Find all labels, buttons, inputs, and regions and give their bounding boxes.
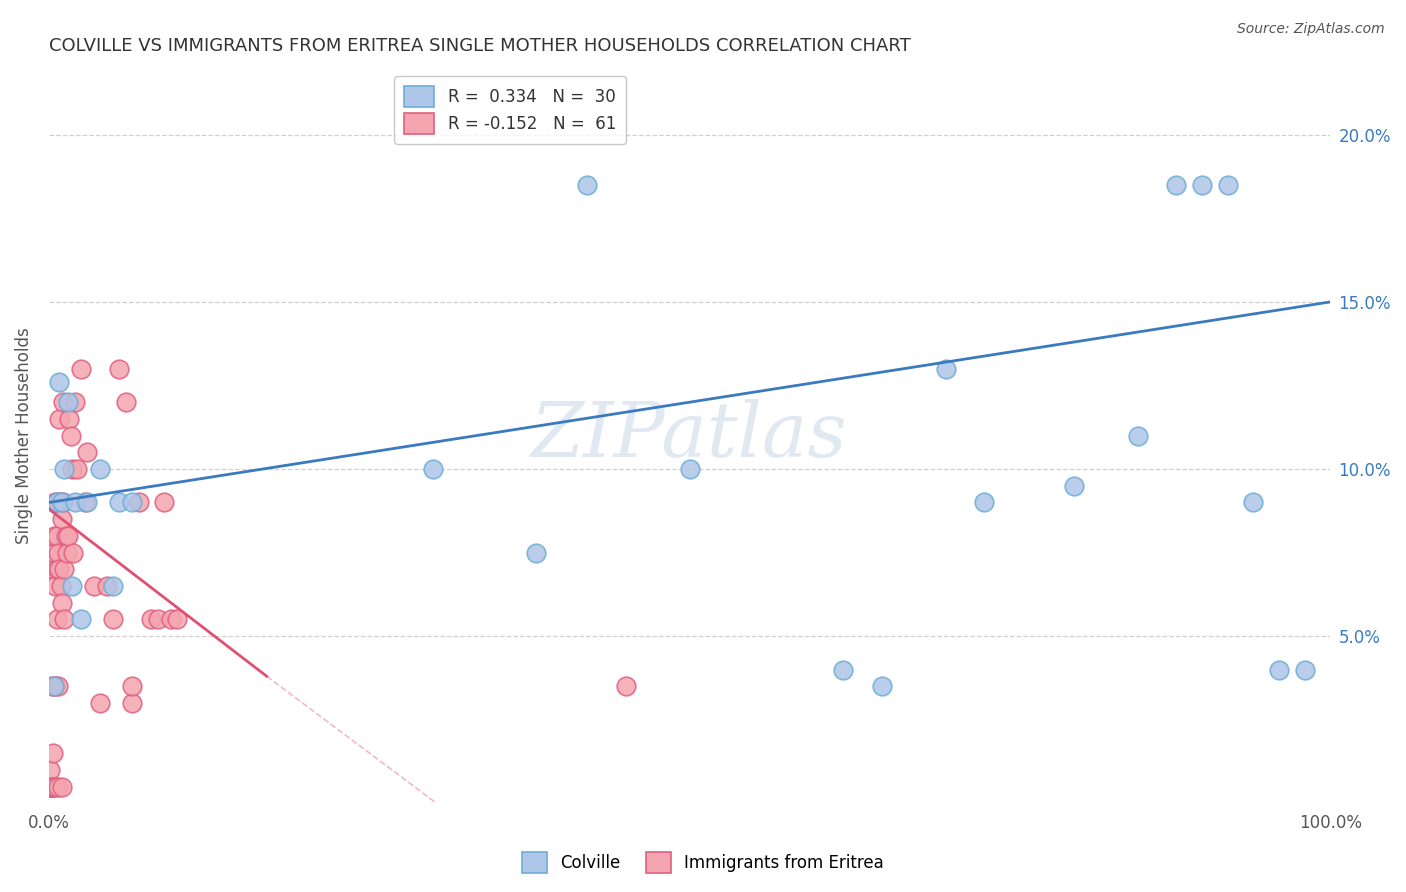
Point [1268, 663, 1291, 677]
Point [45, 529, 67, 543]
Point [46, 546, 69, 560]
Point [121, 696, 143, 710]
Point [53, 612, 76, 626]
Y-axis label: Single Mother Households: Single Mother Households [15, 327, 32, 544]
Point [62, 546, 84, 560]
Point [1166, 178, 1188, 192]
Point [1294, 663, 1316, 677]
Point [44, 780, 66, 794]
Point [45, 495, 67, 509]
Point [44, 579, 66, 593]
Point [48, 562, 70, 576]
Point [96, 579, 118, 593]
Point [63, 395, 86, 409]
Point [63, 495, 86, 509]
Point [108, 495, 131, 509]
Point [48, 412, 70, 426]
Point [89, 462, 111, 476]
Point [58, 412, 80, 426]
Point [56, 546, 79, 560]
Point [51, 512, 73, 526]
Point [41, 679, 63, 693]
Point [115, 395, 138, 409]
Point [49, 579, 72, 593]
Point [41, 780, 63, 794]
Point [121, 679, 143, 693]
Point [101, 612, 124, 626]
Point [76, 445, 98, 459]
Point [51, 596, 73, 610]
Point [121, 495, 143, 509]
Point [60, 462, 83, 476]
Point [52, 395, 75, 409]
Point [39, 780, 62, 794]
Point [146, 612, 169, 626]
Text: Source: ZipAtlas.com: Source: ZipAtlas.com [1237, 22, 1385, 37]
Point [108, 361, 131, 376]
Point [935, 361, 957, 376]
Point [56, 529, 79, 543]
Point [45, 612, 67, 626]
Point [166, 612, 188, 626]
Point [53, 562, 76, 576]
Point [42, 529, 65, 543]
Point [46, 780, 69, 794]
Point [51, 495, 73, 509]
Point [678, 462, 700, 476]
Point [42, 679, 65, 693]
Point [576, 178, 599, 192]
Point [70, 612, 93, 626]
Point [44, 495, 66, 509]
Point [101, 579, 124, 593]
Point [42, 746, 65, 760]
Point [159, 612, 181, 626]
Legend: R =  0.334   N =  30, R = -0.152   N =  61: R = 0.334 N = 30, R = -0.152 N = 61 [394, 77, 626, 144]
Point [56, 395, 79, 409]
Text: ZIPatlas: ZIPatlas [531, 399, 848, 473]
Point [1191, 178, 1213, 192]
Point [614, 679, 637, 693]
Point [42, 679, 65, 693]
Point [42, 546, 65, 560]
Point [1126, 428, 1149, 442]
Point [1216, 178, 1239, 192]
Point [1063, 479, 1085, 493]
Point [524, 546, 547, 560]
Point [153, 495, 176, 509]
Point [45, 562, 67, 576]
Point [832, 663, 855, 677]
Text: COLVILLE VS IMMIGRANTS FROM ERITREA SINGLE MOTHER HOUSEHOLDS CORRELATION CHART: COLVILLE VS IMMIGRANTS FROM ERITREA SING… [49, 37, 911, 55]
Point [89, 696, 111, 710]
Point [83, 579, 105, 593]
Point [73, 495, 96, 509]
Point [45, 495, 67, 509]
Point [55, 529, 77, 543]
Point [76, 495, 98, 509]
Point [422, 462, 444, 476]
Point [44, 679, 66, 693]
Point [39, 780, 62, 794]
Point [70, 361, 93, 376]
Point [42, 562, 65, 576]
Point [41, 780, 63, 794]
Point [60, 579, 83, 593]
Point [49, 495, 72, 509]
Point [128, 495, 150, 509]
Point [870, 679, 893, 693]
Point [46, 679, 69, 693]
Point [42, 780, 65, 794]
Point [52, 495, 75, 509]
Point [39, 763, 62, 777]
Point [1241, 495, 1264, 509]
Point [973, 495, 995, 509]
Point [141, 612, 163, 626]
Point [59, 428, 82, 442]
Point [48, 375, 70, 389]
Point [66, 462, 89, 476]
Point [51, 780, 73, 794]
Legend: Colville, Immigrants from Eritrea: Colville, Immigrants from Eritrea [516, 846, 890, 880]
Point [53, 462, 76, 476]
